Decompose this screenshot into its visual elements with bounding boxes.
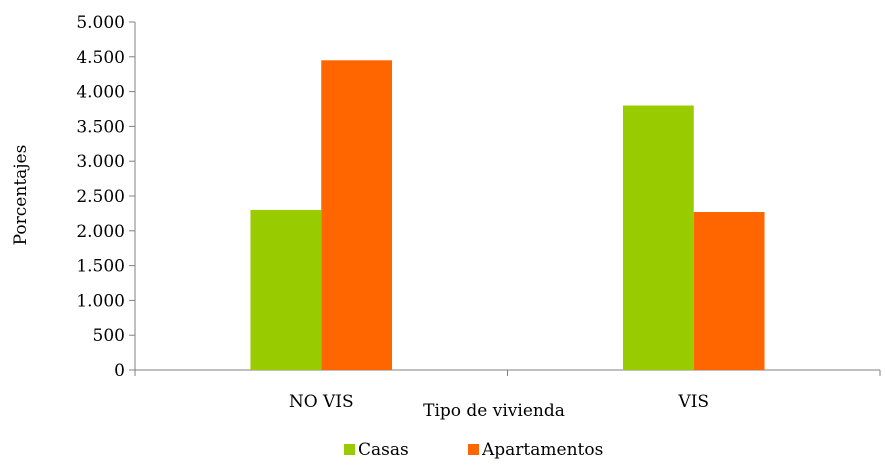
y-tick-label: 1.000 bbox=[76, 291, 125, 311]
x-axis-title: Tipo de vivienda bbox=[423, 401, 565, 421]
legend-label-casas: Casas bbox=[358, 440, 409, 460]
legend-swatch-apartamentos bbox=[468, 444, 479, 455]
legend-label-apartamentos: Apartamentos bbox=[481, 440, 603, 460]
bar-casas-no-vis bbox=[250, 209, 322, 370]
y-axis-title: Porcentajes bbox=[11, 145, 31, 246]
legend-swatch-casas bbox=[344, 444, 355, 455]
y-tick-label: 5.000 bbox=[76, 13, 125, 33]
x-tick-label: NO VIS bbox=[289, 392, 354, 412]
y-tick-label: 1.500 bbox=[76, 257, 125, 277]
y-axis: 0 500 1.000 1.500 2.000 2.500 3.000 3.500 4.000 4… bbox=[76, 13, 136, 381]
y-tick-label: 3.000 bbox=[76, 152, 125, 172]
y-tick-label: 0 bbox=[114, 361, 125, 381]
y-tick-label: 4.000 bbox=[76, 83, 125, 103]
y-tick-label: 2.500 bbox=[76, 187, 125, 207]
y-tick-label: 3.500 bbox=[76, 117, 125, 137]
y-tick-label: 2.000 bbox=[76, 222, 125, 242]
y-tick-label: 500 bbox=[93, 326, 125, 346]
bar-apartamentos-vis bbox=[693, 212, 765, 370]
bar-apartamentos-no-vis bbox=[321, 60, 393, 370]
x-tick-label: VIS bbox=[677, 392, 709, 412]
y-tick-label: 4.500 bbox=[76, 48, 125, 68]
bars bbox=[250, 60, 765, 371]
bar-casas-vis bbox=[622, 105, 694, 371]
legend: Casas Apartamentos bbox=[344, 440, 603, 460]
